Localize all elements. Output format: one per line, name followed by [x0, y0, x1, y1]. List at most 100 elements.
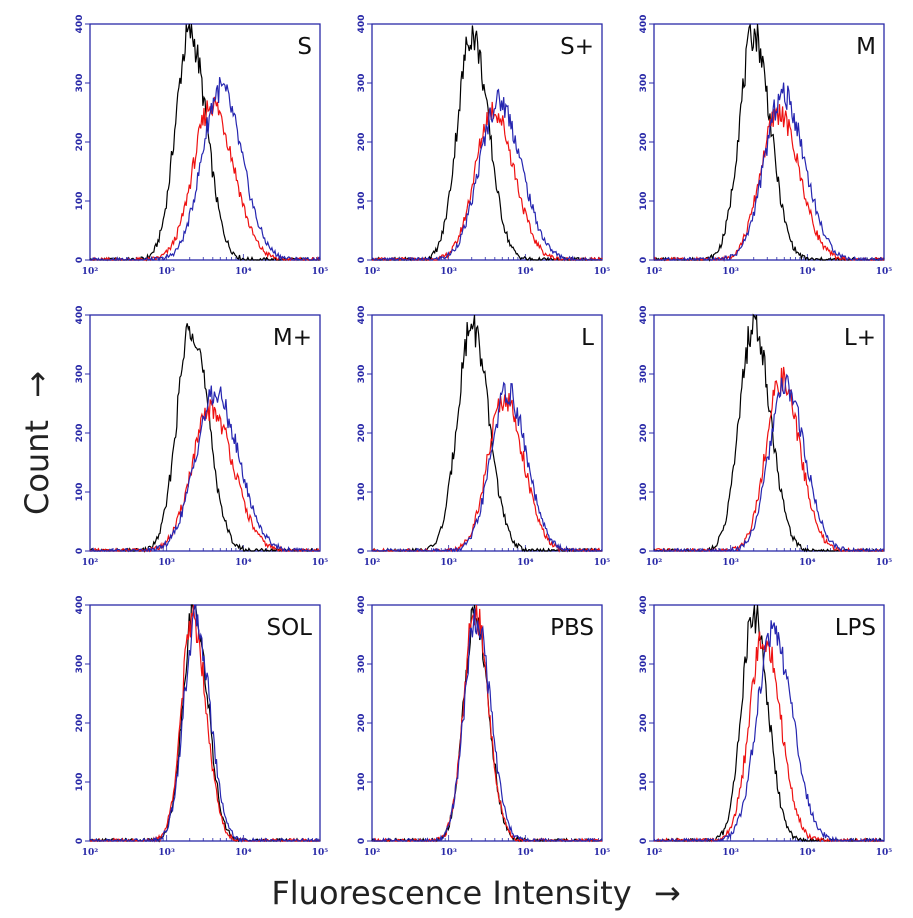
- panel-label: L: [581, 325, 594, 351]
- y-tick-label: 0: [639, 548, 649, 554]
- series-line-black: [89, 323, 320, 553]
- y-tick-label: 100: [357, 483, 367, 502]
- y-tick-label: 0: [357, 548, 367, 554]
- x-tick-label: 10³: [158, 267, 175, 277]
- series-line-red: [372, 101, 603, 262]
- x-tick-label: 10²: [364, 267, 381, 277]
- panel: 0 100 200 300 400 10² 10³ 10⁴ 10⁵ SOL: [75, 596, 328, 858]
- y-tick-label: 300: [75, 365, 85, 384]
- y-axis-title-text: Count: [18, 420, 56, 515]
- y-tick-label: 100: [639, 192, 649, 211]
- x-tick-label: 10²: [646, 848, 663, 858]
- y-tick-label: 300: [639, 74, 649, 93]
- x-tick-label: 10³: [722, 267, 739, 277]
- series-line-blue: [653, 82, 885, 262]
- x-tick-label: 10²: [82, 267, 99, 277]
- x-tick-label: 10⁵: [594, 267, 611, 277]
- series-line-red: [90, 604, 321, 843]
- y-tick-label: 200: [75, 714, 85, 733]
- x-tick-label: 10⁴: [517, 848, 534, 858]
- series-line-black: [371, 314, 602, 553]
- y-tick-label: 300: [357, 655, 367, 674]
- x-tick-label: 10³: [440, 558, 457, 568]
- y-tick-label: 200: [639, 714, 649, 733]
- panel: 0 100 200 300 400 10² 10³ 10⁴ 10⁵ LPS: [639, 596, 892, 858]
- y-tick-label: 200: [639, 133, 649, 152]
- series-line-blue: [90, 385, 321, 553]
- x-axis-title-text: Fluorescence Intensity: [271, 874, 631, 912]
- y-tick-label: 200: [75, 133, 85, 152]
- y-tick-label: 100: [75, 483, 85, 502]
- y-tick-label: 300: [639, 655, 649, 674]
- series-line-blue: [371, 88, 603, 262]
- panel: 0 100 200 300 400 10² 10³ 10⁴ 10⁵ L: [357, 306, 610, 568]
- x-axis-title: Fluorescence Intensity →: [271, 874, 680, 912]
- series-line-blue: [89, 604, 320, 843]
- y-tick-label: 200: [357, 424, 367, 443]
- y-tick-label: 200: [639, 424, 649, 443]
- y-tick-label: 200: [75, 424, 85, 443]
- y-tick-label: 300: [357, 74, 367, 93]
- panel-label: LPS: [835, 615, 876, 641]
- x-tick-label: 10⁵: [312, 267, 329, 277]
- panel: 0 100 200 300 400 10² 10³ 10⁴ 10⁵ M: [639, 15, 892, 277]
- x-tick-label: 10³: [158, 558, 175, 568]
- y-tick-label: 0: [639, 838, 649, 844]
- panel: 0 100 200 300 400 10² 10³ 10⁴ 10⁵ PBS: [357, 596, 610, 858]
- y-tick-label: 100: [357, 773, 367, 792]
- y-tick-label: 400: [357, 306, 367, 325]
- series-line-blue: [90, 76, 321, 262]
- y-tick-label: 0: [639, 257, 649, 263]
- y-tick-label: 0: [75, 548, 85, 554]
- panel: 0 100 200 300 400 10² 10³ 10⁴ 10⁵ S+: [357, 15, 610, 277]
- series-line-black: [371, 25, 603, 262]
- series-line-red: [653, 104, 884, 262]
- x-tick-label: 10⁵: [876, 848, 893, 858]
- x-tick-label: 10⁵: [594, 558, 611, 568]
- x-tick-label: 10³: [722, 848, 739, 858]
- y-axis-arrow: →: [18, 371, 56, 398]
- y-tick-label: 100: [75, 773, 85, 792]
- x-tick-label: 10⁵: [312, 848, 329, 858]
- y-tick-label: 400: [639, 15, 649, 34]
- panel-label: M: [856, 34, 876, 60]
- panel-label: SOL: [266, 615, 312, 641]
- series-line-red: [654, 631, 884, 843]
- x-tick-label: 10⁴: [799, 267, 816, 277]
- x-tick-label: 10⁴: [235, 558, 252, 568]
- x-tick-label: 10⁵: [876, 558, 893, 568]
- panel: 0 100 200 300 400 10² 10³ 10⁴ 10⁵ M+: [75, 306, 328, 568]
- y-tick-label: 400: [357, 15, 367, 34]
- series-line-blue: [371, 381, 603, 553]
- x-tick-label: 10⁴: [235, 267, 252, 277]
- x-tick-label: 10²: [82, 558, 99, 568]
- y-tick-label: 0: [357, 257, 367, 263]
- x-tick-label: 10²: [82, 848, 99, 858]
- x-tick-label: 10⁵: [876, 267, 893, 277]
- panel-grid: 0 100 200 300 400 10² 10³ 10⁴ 10⁵ S 0 100 200 300 400 1…: [75, 15, 892, 858]
- x-tick-label: 10³: [440, 267, 457, 277]
- x-tick-label: 10⁴: [517, 267, 534, 277]
- panel-label: S: [297, 34, 312, 60]
- y-tick-label: 200: [357, 133, 367, 152]
- y-tick-label: 300: [75, 655, 85, 674]
- x-tick-label: 10⁵: [594, 848, 611, 858]
- panel-label: L+: [844, 325, 876, 351]
- panel-label: S+: [560, 34, 594, 60]
- panel: 0 100 200 300 400 10² 10³ 10⁴ 10⁵ L+: [639, 306, 892, 568]
- series-line-black: [654, 23, 885, 262]
- y-tick-label: 0: [357, 838, 367, 844]
- x-tick-label: 10⁴: [799, 848, 816, 858]
- series-line-blue: [653, 373, 885, 553]
- y-tick-label: 100: [75, 192, 85, 211]
- y-tick-label: 300: [75, 74, 85, 93]
- y-tick-label: 400: [75, 306, 85, 325]
- x-tick-label: 10⁵: [312, 558, 329, 568]
- x-tick-label: 10²: [646, 267, 663, 277]
- panel-label: M+: [273, 325, 312, 351]
- series-line-blue: [653, 620, 884, 843]
- x-tick-label: 10³: [440, 848, 457, 858]
- series-line-blue: [372, 608, 603, 843]
- series-line-red: [89, 399, 321, 553]
